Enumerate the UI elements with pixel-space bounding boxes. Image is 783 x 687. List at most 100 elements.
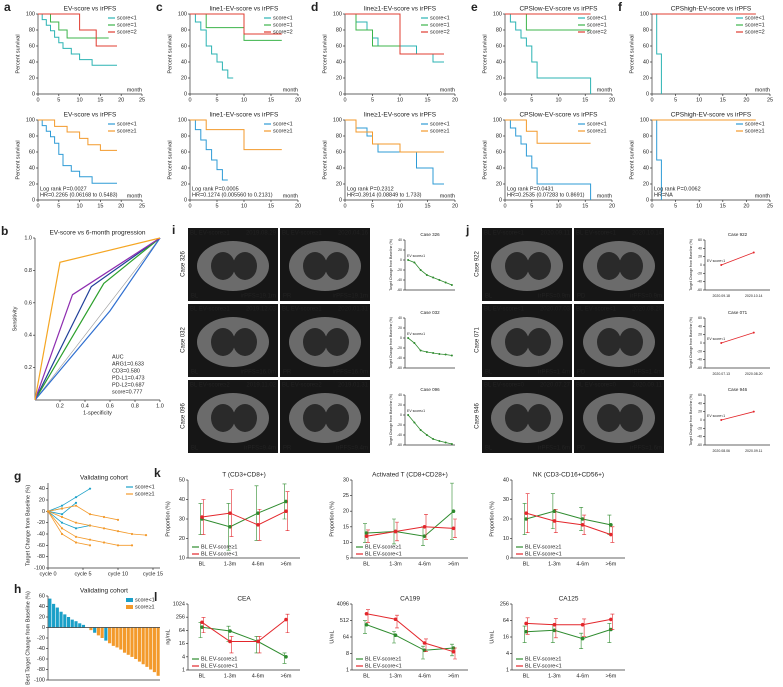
- y-tick-label: 80: [643, 133, 649, 139]
- legend-label: PD-L2=0.687: [112, 382, 145, 388]
- y-tick-label: -40: [397, 433, 402, 437]
- point: [284, 655, 288, 659]
- y-tick-label: 0: [400, 413, 402, 417]
- legend-label: score<1: [273, 15, 293, 21]
- point: [720, 342, 723, 344]
- x-tick-label: 15: [97, 203, 103, 209]
- x-tick-label: 15: [582, 97, 588, 103]
- y-axis-label: Percent survival: [322, 34, 328, 73]
- ct-organ: [211, 404, 235, 432]
- spider-point: [116, 544, 120, 547]
- chart-title: EV-score vs 6-month progression: [49, 230, 145, 237]
- series-line: [407, 414, 452, 445]
- point: [609, 617, 613, 622]
- x-tick-label: 5: [215, 203, 218, 209]
- point: [752, 410, 755, 413]
- score-label: BL EV-score=0: [576, 383, 617, 389]
- point: [425, 351, 428, 353]
- bar: [52, 603, 56, 628]
- point: [284, 509, 288, 513]
- x-tick-label: 15: [720, 203, 726, 209]
- y-tick-label: 0: [646, 197, 649, 203]
- series-line: [366, 510, 454, 537]
- x-tick-label: >6m: [605, 673, 616, 679]
- ct-organ: [303, 404, 327, 432]
- y-tick-label: 1024: [173, 601, 185, 607]
- x-tick-label: 4-6m: [576, 561, 589, 567]
- x-tick-label: cycle 15: [143, 571, 163, 577]
- chart-title: EV-score vs irPFS: [64, 6, 117, 13]
- legend-label: score=1: [745, 22, 765, 28]
- x-axis-label: month: [597, 87, 612, 93]
- legend-label: score≥1: [587, 128, 607, 134]
- date-label: 2019.01.31: [338, 383, 369, 389]
- x-tick-label: 15: [268, 97, 274, 103]
- point: [422, 534, 427, 538]
- y-tick-label: 64: [179, 628, 185, 634]
- x-tick-label: 4-6m: [252, 561, 265, 567]
- chart-title: CPSlow-EV-score vs irPFS: [519, 6, 598, 13]
- score-label: BL EV-score≥1: [190, 307, 230, 313]
- spider-point: [88, 544, 92, 547]
- x-tick-label: 0: [188, 97, 191, 103]
- x-tick-label: 0: [650, 203, 653, 209]
- y-tick-label: 100: [178, 11, 187, 17]
- ct-organ: [211, 328, 235, 356]
- y-tick-label: 100: [493, 11, 502, 17]
- x-tick-label: 5: [530, 203, 533, 209]
- y-tick-label: 20: [698, 410, 702, 414]
- y-tick-label: 64: [343, 634, 349, 640]
- y-tick-label: -60: [37, 543, 45, 549]
- y-tick-label: 40: [698, 324, 702, 328]
- panel-label: k: [154, 466, 161, 480]
- y-axis-label: Percent survival: [167, 34, 173, 73]
- error-bar: [582, 618, 587, 637]
- x-tick-label: 20: [743, 97, 749, 103]
- y-tick-label: 5: [346, 555, 349, 561]
- x-tick-label: 15: [424, 203, 430, 209]
- chart-title: CPShigh-EV-score vs irPFS: [671, 6, 752, 13]
- legend-label: score≥1: [273, 128, 293, 134]
- bar: [108, 627, 112, 644]
- legend-label: score=1: [117, 22, 137, 28]
- x-axis-label: month: [283, 87, 298, 93]
- x-tick-label: 5: [674, 203, 677, 209]
- spider-point: [74, 501, 78, 504]
- y-tick-label: 512: [340, 618, 349, 624]
- x-tick-label: BL: [199, 673, 206, 679]
- spider-point: [102, 527, 106, 530]
- legend-label: score≥1: [745, 128, 765, 134]
- y-tick-label: 4096: [337, 601, 349, 607]
- date-label: 2020.10.14: [632, 231, 663, 237]
- x-tick-label: 20: [295, 203, 301, 209]
- spider-point: [60, 515, 64, 519]
- survival-curve: [38, 119, 117, 184]
- y-axis-label: Percent survival: [482, 34, 488, 73]
- bar: [100, 627, 104, 638]
- status-label: BL: [191, 370, 199, 376]
- y-axis-label: Best Target Change from Baseline (%): [25, 591, 31, 685]
- bar: [93, 627, 97, 633]
- x-axis-label: month: [440, 193, 455, 199]
- series-line: [366, 624, 454, 651]
- date-label: 2020.09.11: [632, 383, 662, 389]
- x-tick-label: 20: [609, 203, 615, 209]
- bar: [96, 627, 100, 636]
- bar: [81, 624, 86, 628]
- legend-label: BL EV-score≥1: [365, 656, 401, 662]
- point: [364, 611, 369, 616]
- x-tick-label: 2020.09.18: [712, 294, 730, 298]
- point: [752, 251, 755, 254]
- error-bar: [450, 643, 454, 657]
- y-tick-label: 60: [698, 238, 702, 242]
- bar: [156, 627, 160, 676]
- y-tick-label: 10: [503, 536, 509, 542]
- legend-label: score<1: [587, 121, 607, 127]
- y-tick-label: 40: [181, 59, 187, 65]
- annotation: HR=0.3914 (0.08849 to 1.733): [347, 192, 422, 198]
- y-axis-label: Target Change from Baseline (%): [389, 317, 393, 369]
- bar: [137, 627, 142, 662]
- legend-label: score<1: [430, 121, 450, 127]
- legend-label: BL EV-score≥1: [525, 544, 561, 550]
- y-tick-label: 80: [181, 133, 187, 139]
